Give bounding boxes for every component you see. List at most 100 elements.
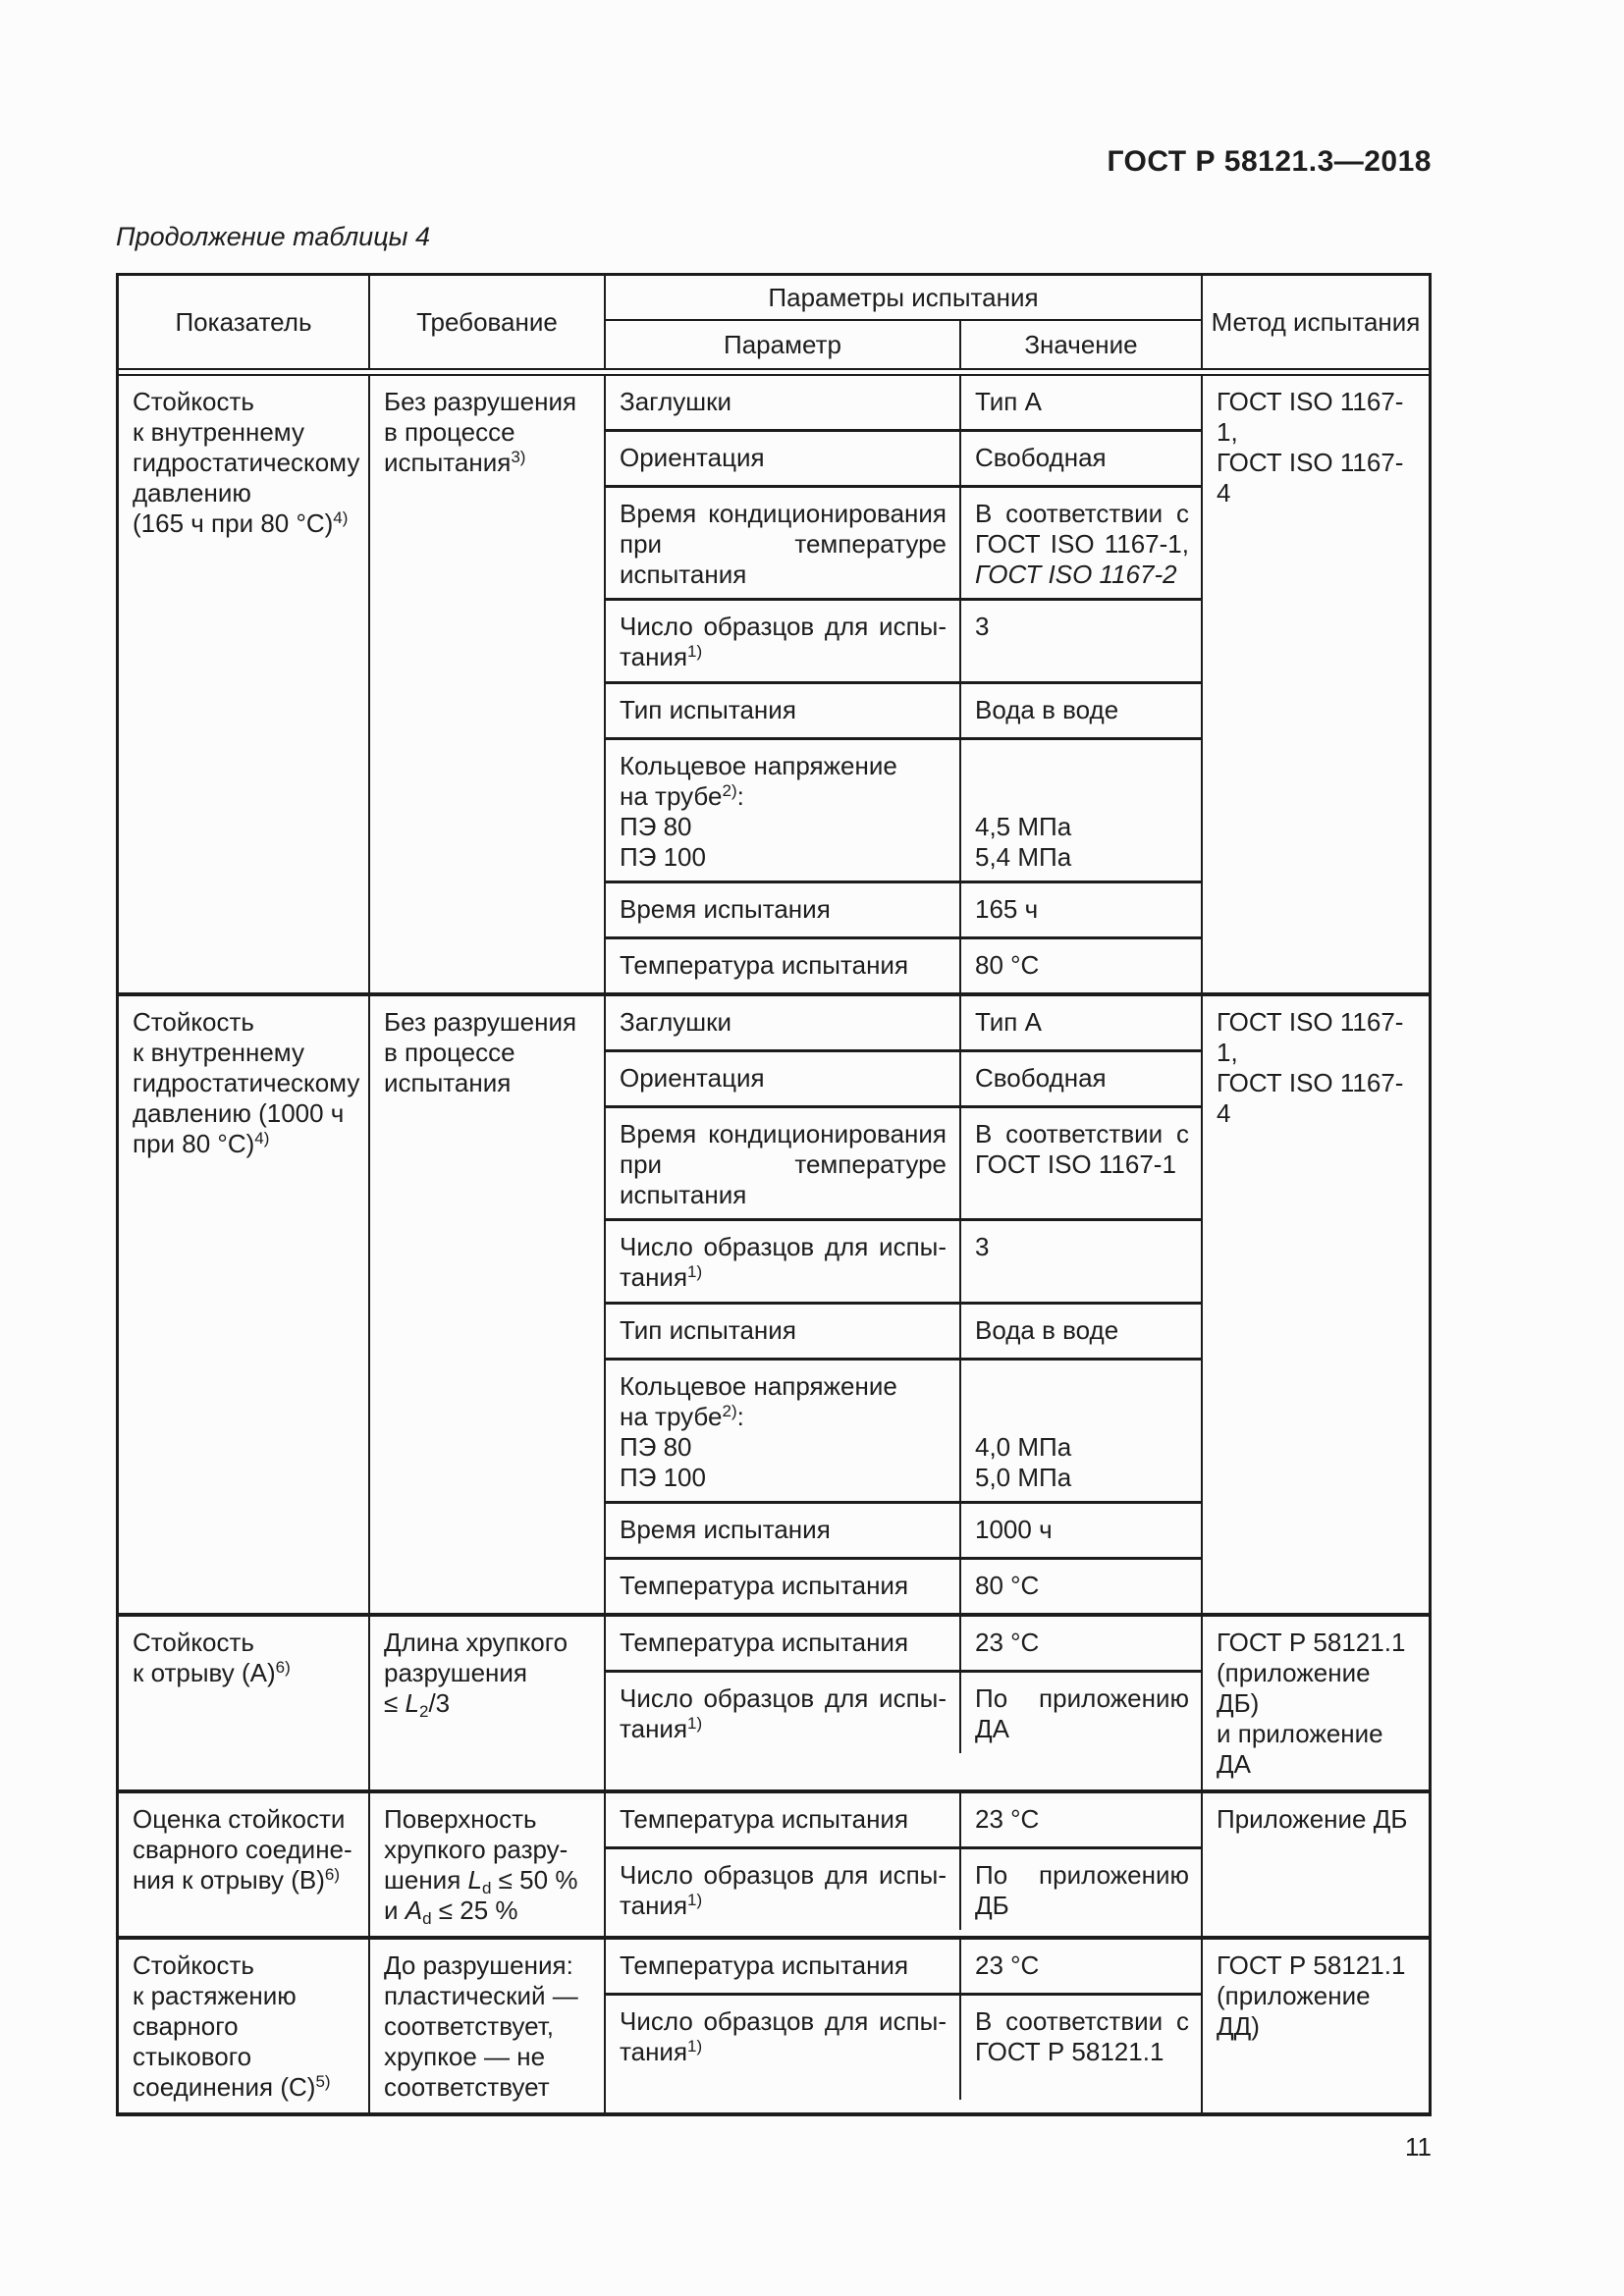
footnote-marker: 1) — [687, 1262, 703, 1281]
header-params-group: Параметры испытания Параметр Значение — [604, 276, 1201, 368]
footnote-marker: 5) — [315, 2072, 331, 2091]
indicator-block: Стойкость к растяжению сварного стыковог… — [119, 1936, 1429, 2112]
requirement-cell: Без разрушения в процессе испытания — [368, 996, 604, 1613]
param-cell: Температура испытания — [620, 1950, 909, 1980]
header-param: Параметр — [724, 329, 841, 359]
table-row: Число образцов для испы-тания1) По прилож… — [606, 1846, 1201, 1930]
value-cell: 23 °C — [959, 1617, 1201, 1670]
footnote-marker: 1) — [687, 1891, 703, 1909]
param-cell: Температура испытания — [620, 950, 909, 980]
param-cell: Тип испытания — [620, 695, 796, 724]
table-row: Тип испытания Вода в воде — [606, 1302, 1201, 1358]
indicator-block: Стойкость к отрыву (А)6) Длина хрупкого … — [119, 1613, 1429, 1789]
table-row: Время испытания 1000 ч — [606, 1501, 1201, 1557]
param-cell: Время кондиционирования при температуре … — [620, 1119, 947, 1209]
table-row: Температура испытания 80 °C — [606, 1557, 1201, 1613]
param-cell: Температура испытания — [620, 1804, 909, 1834]
indicator-cell: Стойкость к внутреннему гидростатическом… — [133, 1007, 360, 1158]
params-column: Заглушки Тип А Ориентация Свободная Время … — [604, 996, 1201, 1613]
footnote-marker: 1) — [687, 642, 703, 661]
value-cell: Вода в воде — [959, 684, 1201, 737]
footnote-marker: 3) — [511, 448, 526, 466]
param-cell: Время испытания — [620, 894, 831, 924]
value-cell: Свободная — [959, 1052, 1201, 1105]
value-cell: 1000 ч — [959, 1504, 1201, 1557]
table-row: Число образцов для испы-тания1) В соответ… — [606, 1993, 1201, 2100]
indicator-block: Стойкость к внутреннему гидростатическом… — [119, 376, 1429, 992]
param-cell: Кольцевое напряжение на трубе2): ПЭ 80 П… — [620, 1371, 897, 1492]
indicator-cell: Стойкость к отрыву (А)6) — [133, 1628, 291, 1687]
variable-A: A — [405, 1896, 423, 1925]
table-row: Температура испытания 23 °C — [606, 1940, 1201, 1993]
param-cell: Температура испытания — [620, 1571, 909, 1600]
table-row: Кольцевое напряжение на трубе2): ПЭ 80 П… — [606, 737, 1201, 881]
table-row: Время испытания 165 ч — [606, 881, 1201, 936]
footnote-marker: 4) — [254, 1129, 270, 1148]
table-row: Температура испытания 23 °C — [606, 1617, 1201, 1670]
value-cell: По приложению ДБ — [959, 1849, 1201, 1930]
value-cell: Вода в воде — [959, 1305, 1201, 1358]
table-row: Число образцов для испы-тания1) 3 — [606, 1218, 1201, 1302]
table-row: Заглушки Тип А — [606, 376, 1201, 429]
value-cell: 80 °C — [959, 939, 1201, 992]
param-cell: Число образцов для испы-тания1) — [620, 1232, 947, 1292]
test-parameters-table: Показатель Требование Параметры испытани… — [116, 273, 1432, 2116]
table-row: Время кондиционирования при температуре … — [606, 485, 1201, 598]
table-row: Ориентация Свободная — [606, 1049, 1201, 1105]
indicator-block: Оценка стойкости сварного соедине- ния к… — [119, 1789, 1429, 1936]
footnote-marker: 6) — [324, 1865, 340, 1884]
method-cell: Приложение ДБ — [1201, 1793, 1429, 1936]
param-cell: Ориентация — [620, 443, 765, 472]
footnote-marker: 1) — [687, 1714, 703, 1733]
variable-L: L — [405, 1688, 419, 1718]
param-cell: Время испытания — [620, 1515, 831, 1544]
method-cell: ГОСТ ISO 1167-1, ГОСТ ISO 1167-4 — [1201, 996, 1429, 1613]
param-cell: Заглушки — [620, 1007, 732, 1037]
header-params-title: Параметры испытания — [606, 276, 1201, 321]
param-cell: Число образцов для испы-тания1) — [620, 2006, 947, 2066]
value-cell: 23 °C — [959, 1793, 1201, 1846]
table-row: Число образцов для испы-тания1) По прилож… — [606, 1670, 1201, 1753]
params-column: Температура испытания 23 °C Число образцо… — [604, 1617, 1201, 1789]
table-row: Заглушки Тип А — [606, 996, 1201, 1049]
param-cell: Заглушки — [620, 387, 732, 416]
page-number: 11 — [1405, 2132, 1432, 2162]
table-row: Время кондиционирования при температуре … — [606, 1105, 1201, 1218]
header-requirement: Требование — [368, 276, 604, 368]
param-cell: Температура испытания — [620, 1628, 909, 1657]
header-method: Метод испытания — [1201, 276, 1429, 368]
value-cell: 3 — [959, 1221, 1201, 1302]
param-cell: Кольцевое напряжение на трубе2): ПЭ 80 П… — [620, 751, 897, 872]
table-row: Тип испытания Вода в воде — [606, 681, 1201, 737]
value-cell: 80 °C — [959, 1560, 1201, 1613]
param-cell: Число образцов для испы-тания1) — [620, 1860, 947, 1920]
variable-L: L — [467, 1865, 482, 1895]
param-cell: Число образцов для испы-тания1) — [620, 1683, 947, 1743]
indicator-cell: Стойкость к внутреннему гидростатическом… — [133, 387, 360, 538]
footnote-marker: 1) — [687, 2037, 703, 2056]
table-row: Ориентация Свободная — [606, 429, 1201, 485]
table-row: Число образцов для испы-тания1) 3 — [606, 598, 1201, 681]
method-cell: ГОСТ Р 58121.1 (приложение ДБ) и приложе… — [1201, 1617, 1429, 1789]
requirement-cell: До разрушения: пластический — соответств… — [368, 1940, 604, 2112]
value-cell: 4,5 МПа 5,4 МПа — [959, 740, 1201, 881]
value-cell: В соответствии с ГОСТ ISO 1167-1 — [959, 1108, 1201, 1218]
requirement-cell: Без разрушения в процессе испытания3) — [368, 376, 604, 992]
param-cell: Число образцов для испы-тания1) — [620, 612, 947, 671]
table-row: Кольцевое напряжение на трубе2): ПЭ 80 П… — [606, 1358, 1201, 1501]
indicator-cell: Оценка стойкости сварного соедине- ния к… — [133, 1804, 352, 1895]
footnote-marker: 2) — [722, 1402, 737, 1420]
value-cell: В соответствии с ГОСТ ISO 1167-1, ГОСТ I… — [959, 488, 1201, 598]
value-cell: Тип А — [959, 996, 1201, 1049]
requirement-cell: Поверхность хрупкого разру- шения Ld ≤ 5… — [368, 1793, 604, 1936]
value-cell: 23 °C — [959, 1940, 1201, 1993]
requirement-cell: Длина хрупкого разрушения ≤ L2/3 — [368, 1617, 604, 1789]
table-row: Температура испытания 23 °C — [606, 1793, 1201, 1846]
page-title: ГОСТ Р 58121.3—2018 — [1107, 145, 1432, 178]
header-value: Значение — [959, 321, 1201, 368]
header-indicator: Показатель — [175, 306, 312, 337]
param-cell: Тип испытания — [620, 1315, 796, 1345]
indicator-block: Стойкость к внутреннему гидростатическом… — [119, 992, 1429, 1613]
table-caption: Продолжение таблицы 4 — [116, 222, 431, 251]
